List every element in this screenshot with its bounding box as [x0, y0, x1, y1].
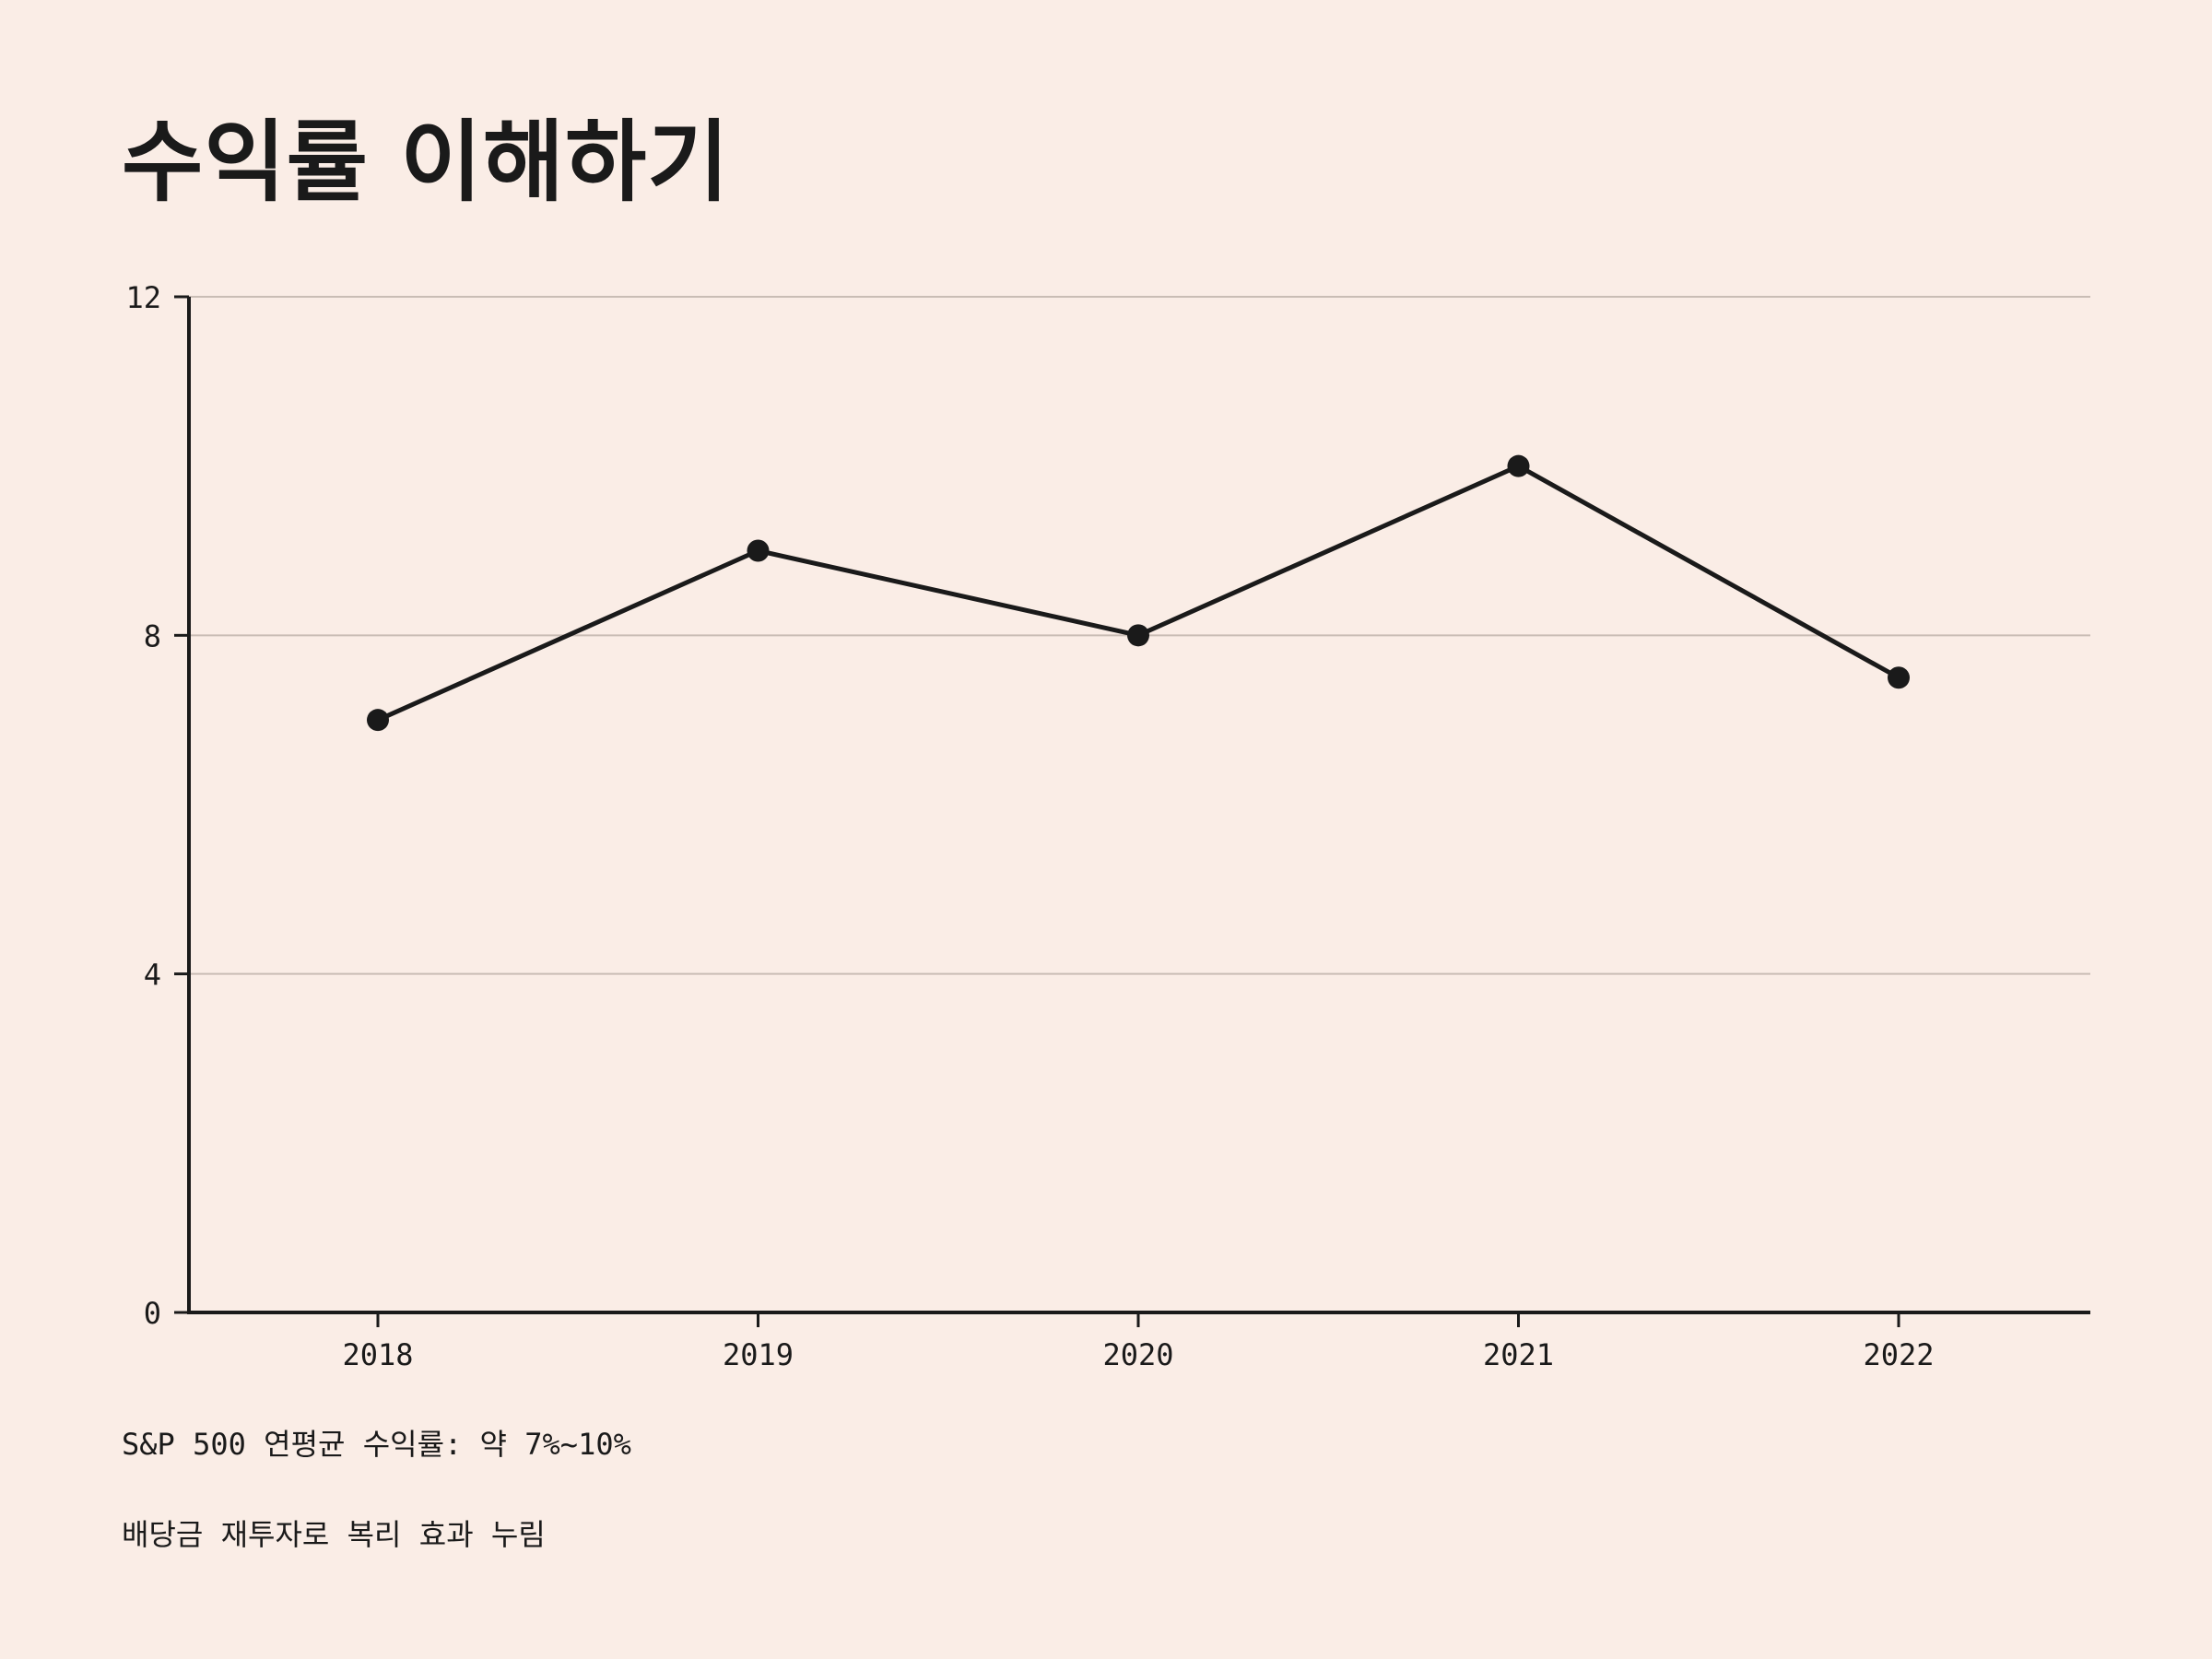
x-tick-label-2021: 2021	[1483, 1337, 1554, 1372]
data-point-2018	[367, 709, 389, 732]
y-tick-label-2: 8	[144, 618, 161, 653]
series-line-0	[376, 464, 1900, 723]
y-tick-label-0: 0	[144, 1296, 161, 1331]
data-series	[367, 454, 1910, 732]
note-dividend-reinvest: 배당금 재투자로 복리 효과 누림	[122, 1517, 546, 1552]
x-tick-label-2018: 2018	[342, 1337, 413, 1372]
x-tick-label-2019: 2019	[723, 1337, 794, 1372]
axes: 0 4 8 12 2018 2019 2020 2021 2022	[125, 280, 2090, 1372]
data-point-2022	[1888, 666, 1910, 689]
x-tick-label-2020: 2020	[1102, 1337, 1173, 1372]
data-point-2020	[1127, 624, 1149, 647]
note-sp500-return: S&P 500 연평균 수익률: 약 7%~10%	[122, 1427, 631, 1462]
data-point-2019	[747, 539, 770, 562]
x-tick-label-2022: 2022	[1863, 1337, 1934, 1372]
y-tick-label-3: 12	[125, 280, 161, 315]
y-tick-label-1: 4	[144, 958, 161, 993]
data-point-2021	[1507, 454, 1530, 477]
chart-title: 수익률 이해하기	[122, 111, 730, 214]
